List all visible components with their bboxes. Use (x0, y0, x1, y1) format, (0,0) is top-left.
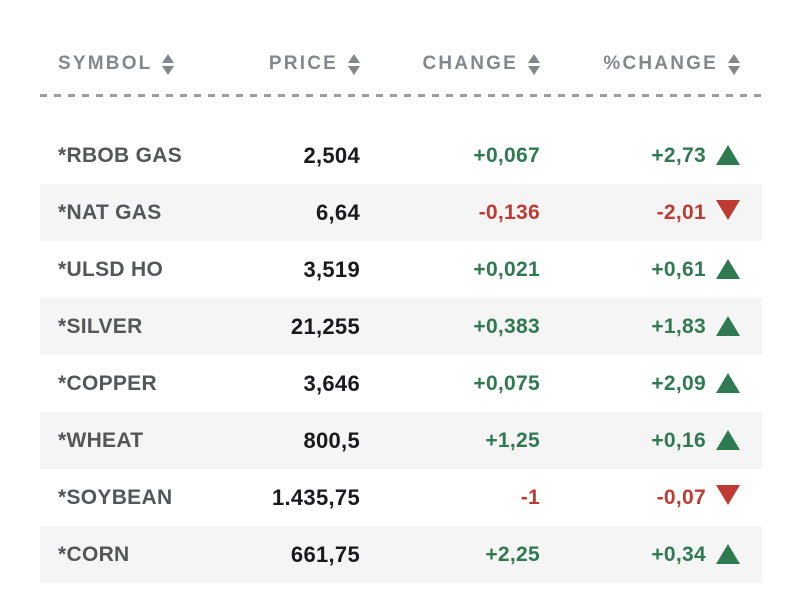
table-header: SYMBOL PRICE CHANGE %CHANGE (40, 44, 762, 84)
change-cell: -1 (520, 485, 540, 509)
pct-change-cell: +0,16 (540, 429, 740, 453)
table-row: *NAT GAS 6,64 -0,136 -2,01 (40, 184, 762, 241)
symbol-cell: *SILVER (58, 314, 143, 338)
pct-change-value: -0,07 (656, 485, 706, 509)
price-cell: 21,255 (290, 313, 360, 339)
column-header-price[interactable]: PRICE (250, 53, 360, 75)
sort-down-icon (162, 66, 175, 75)
table-row: *SILVER 21,255 +0,383 +1,83 (40, 298, 762, 355)
table-row: *RBOB GAS 2,504 +0,067 +2,73 (40, 127, 762, 184)
sort-icon (162, 54, 175, 75)
trend-down-icon (716, 484, 740, 505)
trend-up-icon (716, 429, 740, 450)
column-header-price-label: PRICE (268, 53, 338, 74)
change-cell: +1,25 (485, 428, 540, 452)
table-row: *SOYBEAN 1.435,75 -1 -0,07 (40, 469, 762, 526)
table-row: *COPPER 3,646 +0,075 +2,09 (40, 355, 762, 412)
pct-change-cell: +2,73 (540, 144, 740, 168)
column-header-symbol-label: SYMBOL (58, 53, 153, 74)
pct-change-cell: +2,09 (540, 372, 740, 396)
price-cell: 3,646 (303, 370, 360, 396)
pct-change-value: +2,73 (651, 143, 706, 167)
sort-up-icon (528, 54, 540, 63)
price-cell: 661,75 (290, 541, 360, 567)
commodities-table-widget: SYMBOL PRICE CHANGE %CHANGE (40, 44, 762, 583)
change-cell: +0,021 (473, 257, 540, 281)
pct-change-cell: -0,07 (540, 484, 740, 511)
symbol-cell: *RBOB GAS (58, 143, 183, 167)
table-row: *WHEAT 800,5 +1,25 +0,16 (40, 412, 762, 469)
trend-up-icon (716, 258, 740, 279)
sort-icon (728, 54, 740, 75)
symbol-cell: *COPPER (58, 371, 157, 395)
pct-change-value: +2,09 (651, 371, 706, 395)
price-cell: 800,5 (303, 427, 360, 453)
table-row: *CORN 661,75 +2,25 +0,34 (40, 526, 762, 583)
pct-change-cell: +0,34 (540, 543, 740, 567)
price-cell: 6,64 (315, 199, 360, 225)
column-header-change[interactable]: CHANGE (360, 53, 540, 75)
column-header-pct-change-label: %CHANGE (603, 53, 718, 74)
trend-up-icon (716, 144, 740, 165)
table-row: *ULSD HO 3,519 +0,021 +0,61 (40, 241, 762, 298)
pct-change-value: -2,01 (656, 200, 706, 224)
pct-change-cell: -2,01 (540, 199, 740, 226)
pct-change-cell: +0,61 (540, 258, 740, 282)
price-cell: 1.435,75 (271, 484, 360, 510)
pct-change-cell: +1,83 (540, 315, 740, 339)
change-cell: +0,067 (473, 143, 540, 167)
column-header-pct-change[interactable]: %CHANGE (540, 53, 740, 75)
pct-change-value: +1,83 (651, 314, 706, 338)
sort-down-icon (348, 66, 360, 75)
change-cell: +0,383 (473, 314, 540, 338)
sort-up-icon (162, 54, 175, 63)
pct-change-value: +0,34 (651, 542, 706, 566)
trend-up-icon (716, 315, 740, 336)
sort-down-icon (728, 66, 740, 75)
change-cell: +2,25 (485, 542, 540, 566)
symbol-cell: *CORN (58, 542, 130, 566)
sort-icon (528, 54, 540, 75)
header-divider (40, 94, 762, 97)
sort-up-icon (728, 54, 740, 63)
sort-icon (348, 54, 360, 75)
symbol-cell: *NAT GAS (58, 200, 162, 224)
pct-change-value: +0,61 (651, 257, 706, 281)
trend-down-icon (716, 199, 740, 220)
price-cell: 3,519 (303, 256, 360, 282)
trend-up-icon (716, 372, 740, 393)
trend-up-icon (716, 543, 740, 564)
table-body: *RBOB GAS 2,504 +0,067 +2,73 *NAT GAS 6,… (40, 127, 762, 583)
change-cell: +0,075 (473, 371, 540, 395)
column-header-change-label: CHANGE (422, 53, 518, 74)
sort-down-icon (528, 66, 540, 75)
symbol-cell: *ULSD HO (58, 257, 164, 281)
pct-change-value: +0,16 (651, 428, 706, 452)
symbol-cell: *SOYBEAN (58, 485, 173, 509)
sort-up-icon (348, 54, 360, 63)
symbol-cell: *WHEAT (58, 428, 144, 452)
change-cell: -0,136 (478, 200, 540, 224)
price-cell: 2,504 (303, 142, 360, 168)
column-header-symbol[interactable]: SYMBOL (40, 53, 250, 75)
